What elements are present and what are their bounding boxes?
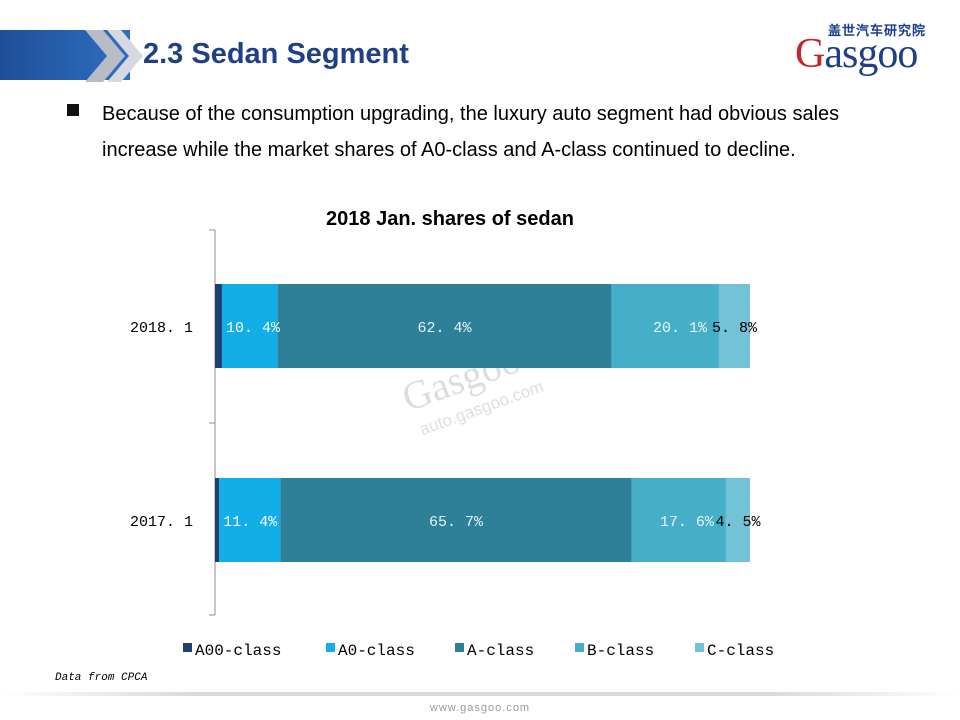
- logo-wordmark: Gasgoo: [795, 31, 918, 77]
- data-label: 5. 8%: [712, 320, 758, 337]
- legend-label: C-class: [707, 642, 774, 660]
- bar-segment: [277, 284, 612, 368]
- legend-swatch: [183, 643, 192, 652]
- bar-segment: [280, 478, 632, 562]
- legend-label: A-class: [467, 642, 534, 660]
- legend-label: A0-class: [338, 642, 415, 660]
- bar-segment: [215, 284, 222, 368]
- data-label: 65. 7%: [429, 514, 484, 531]
- gasgoo-logo: 盖世汽车研究院 Gasgoo: [790, 20, 950, 80]
- chart-title: 2018 Jan. shares of sedan: [326, 208, 574, 230]
- bar-segment: [725, 478, 750, 562]
- footer-url: www.gasgoo.com: [429, 702, 531, 714]
- category-label: 2017. 1: [130, 514, 193, 531]
- chevron-icon: [85, 30, 143, 82]
- data-label: 4. 5%: [715, 514, 761, 531]
- bullet-text: Because of the consumption upgrading, th…: [102, 103, 840, 161]
- category-label: 2018. 1: [130, 320, 193, 337]
- legend-swatch: [455, 643, 464, 652]
- data-label: 62. 4%: [418, 320, 473, 337]
- legend-label: A00-class: [195, 642, 281, 660]
- legend-swatch: [575, 643, 584, 652]
- data-label: 10. 4%: [226, 320, 281, 337]
- source-note: Data from CPCA: [55, 672, 148, 684]
- logo-chinese-text: 盖世汽车研究院: [828, 24, 927, 39]
- page-title: 2.3 Sedan Segment: [143, 38, 409, 70]
- legend-swatch: [326, 643, 335, 652]
- bullet-square-icon: [67, 104, 79, 116]
- bar-segment: [221, 284, 278, 368]
- legend-label: B-class: [587, 642, 654, 660]
- legend-swatch: [695, 643, 704, 652]
- footer-divider: [0, 692, 960, 696]
- bar-segment: [611, 284, 719, 368]
- bar-segment: [219, 478, 281, 562]
- bar-segment: [631, 478, 726, 562]
- data-label: 20. 1%: [653, 320, 708, 337]
- bar-segment: [215, 478, 220, 562]
- data-label: 11. 4%: [223, 514, 278, 531]
- bar-segment: [718, 284, 750, 368]
- data-label: 17. 6%: [660, 514, 715, 531]
